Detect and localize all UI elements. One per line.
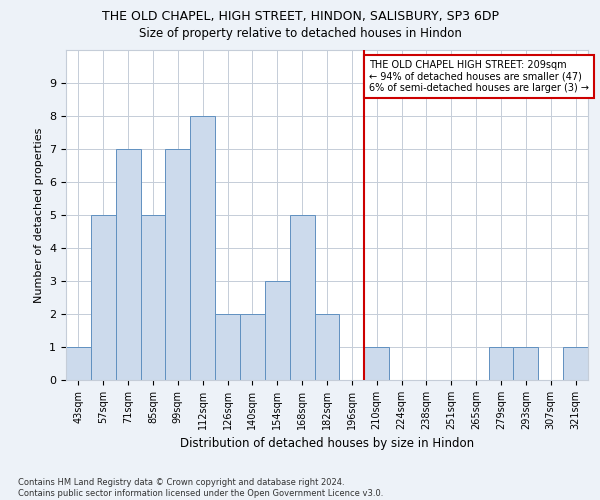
Bar (314, 314, 340, 380)
Text: THE OLD CHAPEL HIGH STREET: 209sqm
← 94% of detached houses are smaller (47)
6% : THE OLD CHAPEL HIGH STREET: 209sqm ← 94%… (369, 60, 589, 93)
Text: THE OLD CHAPEL, HIGH STREET, HINDON, SALISBURY, SP3 6DP: THE OLD CHAPEL, HIGH STREET, HINDON, SAL… (101, 10, 499, 23)
X-axis label: Distribution of detached houses by size in Hindon: Distribution of detached houses by size … (180, 438, 474, 450)
Bar (265, 281, 290, 380)
Bar (364, 347, 389, 380)
Bar (91, 215, 116, 380)
Bar (190, 116, 215, 380)
Bar (563, 347, 588, 380)
Bar (166, 149, 190, 380)
Y-axis label: Number of detached properties: Number of detached properties (34, 128, 44, 302)
Text: Contains HM Land Registry data © Crown copyright and database right 2024.
Contai: Contains HM Land Registry data © Crown c… (18, 478, 383, 498)
Text: Size of property relative to detached houses in Hindon: Size of property relative to detached ho… (139, 28, 461, 40)
Bar (66, 347, 91, 380)
Bar (290, 215, 314, 380)
Bar (514, 347, 538, 380)
Bar (140, 215, 166, 380)
Bar (488, 347, 514, 380)
Bar (215, 314, 240, 380)
Bar (240, 314, 265, 380)
Bar (116, 149, 140, 380)
